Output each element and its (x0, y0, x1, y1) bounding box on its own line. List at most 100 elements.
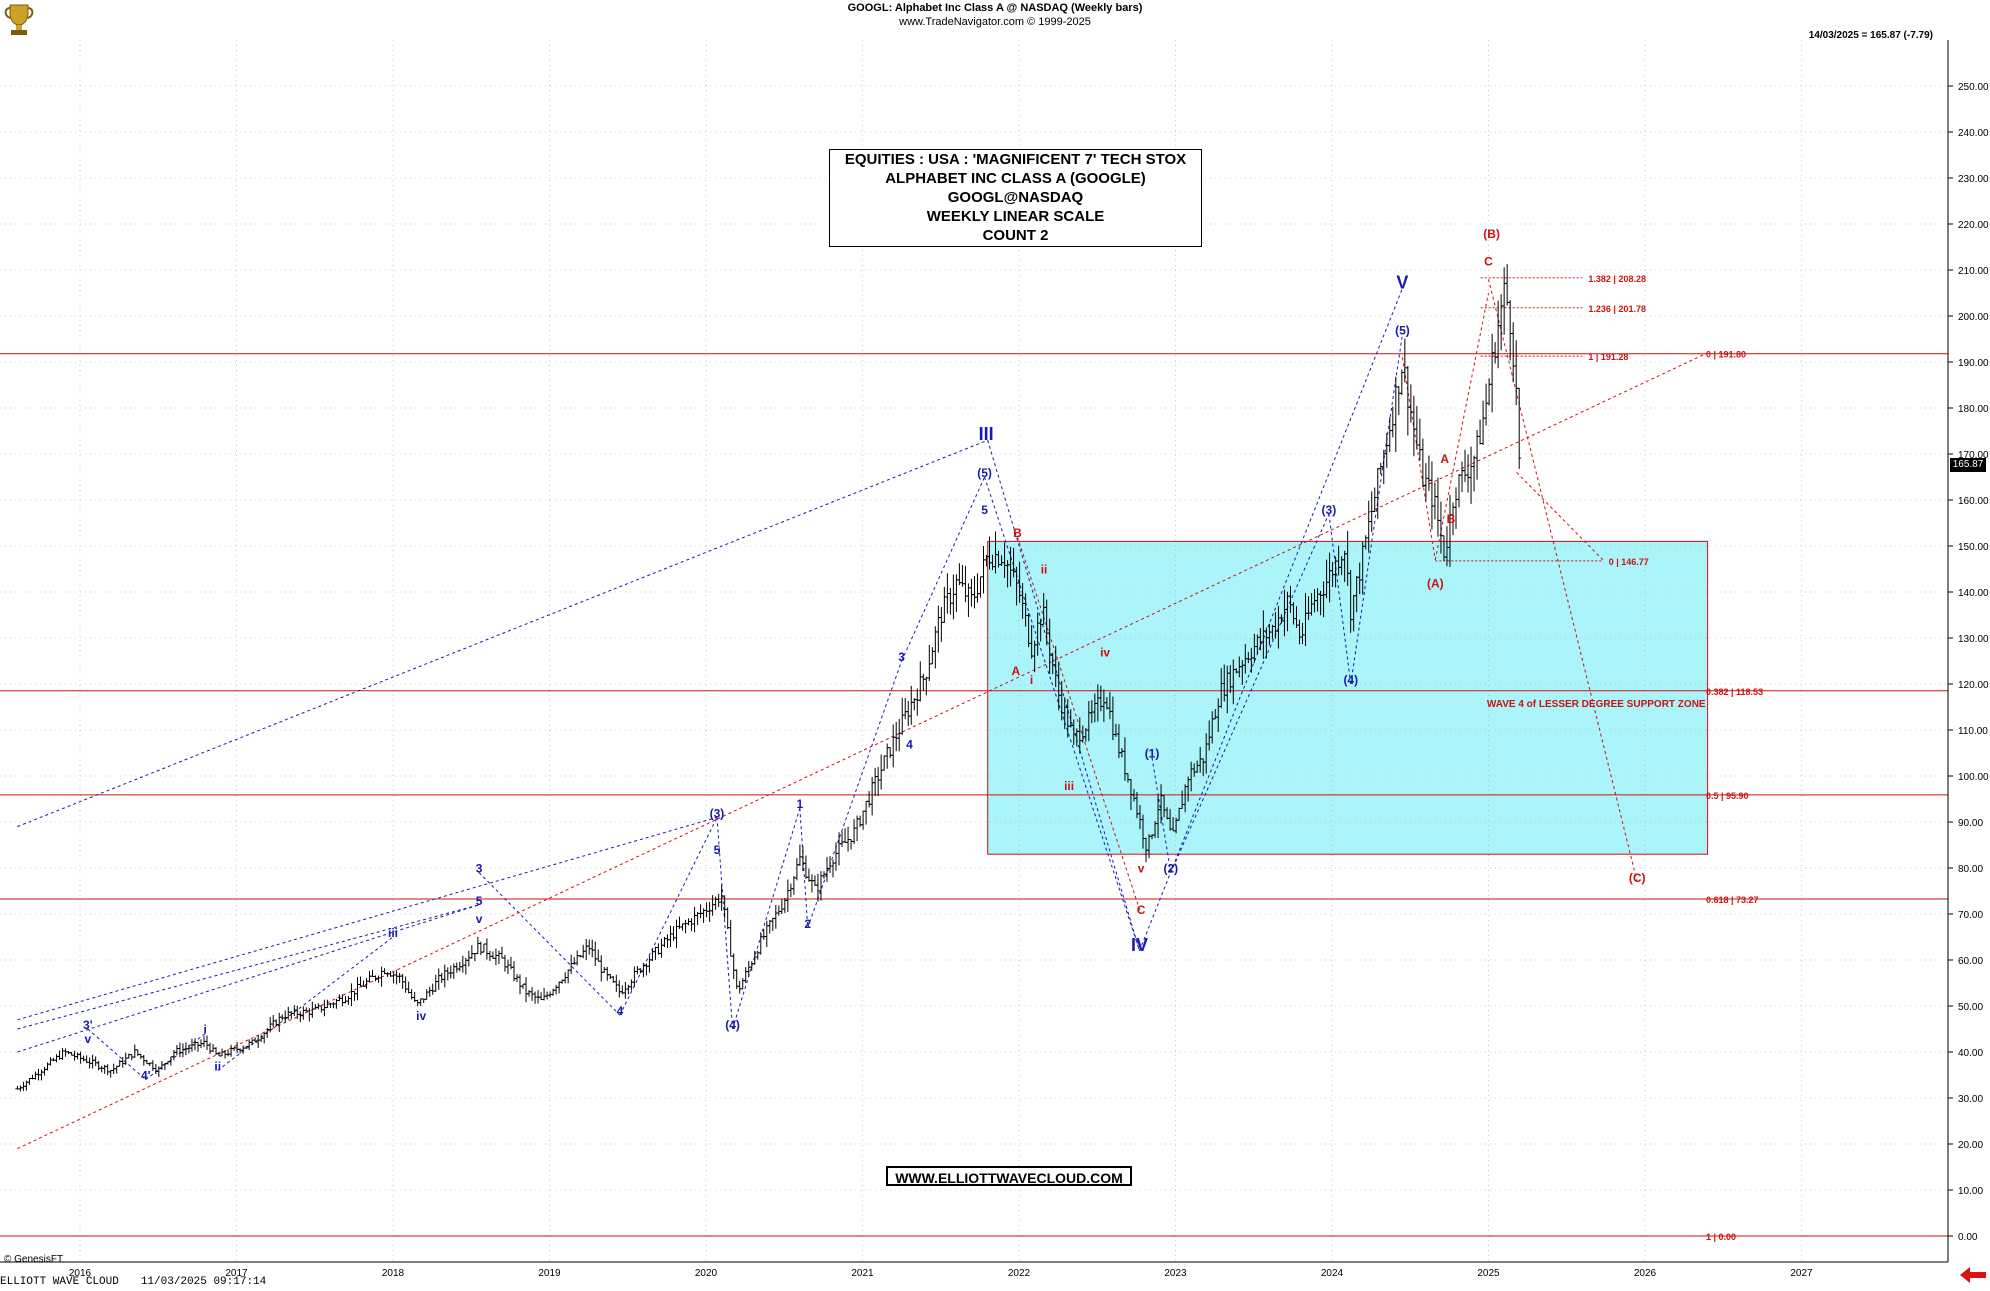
last-price-tag: 165.87 (1950, 458, 1986, 472)
x-tick-label: 2020 (695, 1268, 718, 1279)
blue-wave-label: v (84, 1032, 91, 1046)
blue-wave-line (716, 817, 734, 1030)
blue-wave-line (1170, 513, 1330, 873)
y-tick-label: 30.00 (1958, 1094, 1983, 1105)
blue-wave-label: 4' (141, 1069, 151, 1083)
blue-wave-label: (5) (1395, 323, 1410, 337)
chart-header-title: GOOGL: Alphabet Inc Class A @ NASDAQ (We… (847, 2, 1143, 14)
support-zone-label: WAVE 4 of LESSER DEGREE SUPPORT ZONE (1487, 699, 1706, 710)
fib-short-label: 1.382 | 208.28 (1588, 274, 1646, 284)
x-tick-label: 2027 (1790, 1268, 1813, 1279)
y-tick-label: 90.00 (1958, 818, 1983, 829)
red-wave-label: B (1447, 512, 1456, 526)
red-left-arrow-icon[interactable] (1958, 1266, 1988, 1284)
y-tick-label: 60.00 (1958, 956, 1983, 967)
website-url-box[interactable]: WWW.ELLIOTTWAVECLOUD.COM (886, 1166, 1132, 1186)
y-tick-label: 200.00 (1958, 312, 1989, 323)
blue-wave-label: IV (1131, 935, 1148, 955)
y-tick-label: 130.00 (1958, 634, 1989, 645)
y-tick-label: 40.00 (1958, 1048, 1983, 1059)
red-wave-label: v (1138, 862, 1145, 876)
blue-wave-label: 4 (617, 1004, 624, 1018)
y-tick-label: 220.00 (1958, 220, 1989, 231)
blue-wave-label: iv (416, 1009, 426, 1023)
blue-wave-label: 3' (83, 1018, 93, 1032)
x-tick-label: 2025 (1477, 1268, 1500, 1279)
y-tick-label: 70.00 (1958, 910, 1983, 921)
copyright-label: © GenesisFT (4, 1254, 64, 1265)
x-tick-label: 2019 (538, 1268, 561, 1279)
red-wave-line (1401, 357, 1436, 560)
y-tick-label: 180.00 (1958, 404, 1989, 415)
y-tick-label: 80.00 (1958, 864, 1983, 875)
fib-level-label: 0.382 | 118.53 (1706, 687, 1763, 697)
red-wave-label: i (1030, 673, 1033, 687)
blue-wave-label: 4 (906, 737, 913, 751)
red-wave-label: (B) (1483, 227, 1500, 241)
support-zone-box (987, 540, 1709, 855)
blue-wave-label: 1 (797, 797, 804, 811)
blue-wave-line (87, 1028, 147, 1080)
blue-wave-label: (1) (1145, 747, 1160, 761)
blue-wave-label: (3) (710, 806, 725, 820)
chart-header-subtitle: www.TradeNavigator.com © 1999-2025 (899, 16, 1091, 28)
title-line-2: ALPHABET INC CLASS A (GOOGLE) (885, 170, 1146, 187)
red-wave-label: C (1484, 254, 1493, 268)
red-wave-label: (A) (1427, 576, 1444, 590)
y-tick-label: 150.00 (1958, 542, 1989, 553)
fib-short-label: 0 | 146.77 (1609, 557, 1649, 567)
red-wave-label: iii (1064, 779, 1074, 793)
x-tick-label: 2018 (382, 1268, 405, 1279)
support-zone-layer (987, 540, 1709, 855)
y-tick-label: 0.00 (1958, 1232, 1978, 1243)
blue-wave-line (1350, 334, 1403, 685)
x-tick-label: 2026 (1634, 1268, 1657, 1279)
blue-wave-label: iii (388, 926, 398, 940)
blue-wave-line (799, 808, 809, 928)
x-tick-label: 2021 (851, 1268, 874, 1279)
y-tick-label: 250.00 (1958, 82, 1989, 93)
y-tick-label: 240.00 (1958, 128, 1989, 139)
footer-datetime: 11/03/2025 09:17:14 (140, 1276, 267, 1288)
footer-bar: ELLIOTT WAVE CLOUD 11/03/2025 09:17:14 (0, 1276, 266, 1288)
blue-wave-label: v (476, 912, 483, 926)
x-tick-label: 2024 (1321, 1268, 1344, 1279)
trophy-logo-icon (2, 1, 36, 37)
red-wave-label: B (1013, 526, 1022, 540)
chart-title-box: EQUITIES : USA : 'MAGNIFICENT 7' TECH ST… (829, 149, 1202, 247)
fib-level-label: 0 | 191.80 (1706, 350, 1746, 360)
fib-level-label: 0.5 | 95.90 (1706, 791, 1749, 801)
blue-wave-label: 5 (714, 843, 721, 857)
y-tick-label: 20.00 (1958, 1140, 1983, 1151)
y-tick-label: 120.00 (1958, 680, 1989, 691)
x-tick-label: 2022 (1008, 1268, 1031, 1279)
blue-wave-line (17, 439, 988, 828)
fib-level-label: 1 | 0.00 (1706, 1232, 1736, 1242)
y-tick-label: 160.00 (1958, 496, 1989, 507)
blue-wave-label: ii (214, 1059, 221, 1073)
title-line-1: EQUITIES : USA : 'MAGNIFICENT 7' TECH ST… (844, 151, 1187, 168)
y-tick-label: 50.00 (1958, 1002, 1983, 1013)
blue-wave-line (984, 476, 1140, 951)
blue-wave-label: 2 (804, 917, 811, 931)
blue-wave-line (807, 660, 903, 928)
blue-wave-label: (2) (1163, 862, 1178, 876)
y-tick-label: 190.00 (1958, 358, 1989, 369)
blue-wave-line (619, 817, 718, 1016)
blue-wave-label: V (1396, 272, 1408, 292)
red-wave-label: iv (1100, 645, 1110, 659)
red-wave-label: ii (1041, 563, 1048, 577)
y-tick-label: 110.00 (1958, 726, 1988, 737)
red-wave-label: A (1012, 664, 1021, 678)
blue-wave-label: i (204, 1023, 207, 1037)
blue-wave-line (17, 816, 718, 1021)
fib-level-label: 0.618 | 73.27 (1706, 895, 1759, 905)
blue-wave-line (17, 904, 480, 1053)
red-wave-line (1516, 472, 1604, 561)
y-tick-label: 210.00 (1958, 266, 1989, 277)
blue-wave-label: 5 (476, 894, 483, 908)
last-bar-readout: 14/03/2025 = 165.87 (-7.79) (1808, 30, 1933, 41)
blue-wave-label: III (979, 424, 994, 444)
blue-wave-label: 5 (981, 503, 988, 517)
blue-wave-line (1139, 288, 1403, 951)
